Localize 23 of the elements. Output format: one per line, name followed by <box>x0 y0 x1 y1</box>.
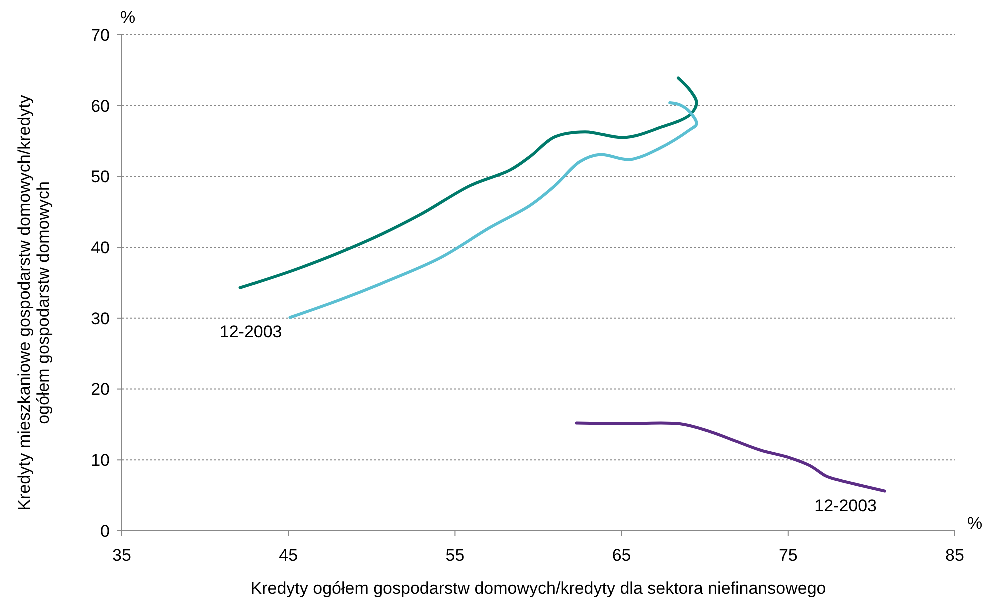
x-tick-label: 65 <box>612 546 632 565</box>
y-tick-label: 10 <box>91 451 110 470</box>
text: % <box>967 514 983 533</box>
annotation: 12-2003 <box>814 496 878 516</box>
x-tick-label: 35 <box>112 546 132 565</box>
x-tick-label: 55 <box>446 546 465 565</box>
y-axis-title: Kredyty mieszkaniowe gospodarstw domowych/kredyty ogółem gospodarstw domowych <box>15 94 53 511</box>
y-tick-label: 70 <box>91 26 110 45</box>
y-tick-label: 30 <box>91 309 110 328</box>
y-tick-label: 20 <box>91 380 110 400</box>
x-axis-title: Kredyty ogółem gospodarstw domowych/kredyty dla sektora niefinansowego <box>250 579 826 598</box>
x-tick-label: 75 <box>778 546 798 565</box>
y-tick-label: 60 <box>91 96 110 116</box>
line-series <box>238 76 698 290</box>
x-tick-label: 45 <box>279 546 298 565</box>
y-tick-label: 50 <box>91 168 110 187</box>
x-tick-label: 85 <box>946 546 964 565</box>
y-tick-label: 40 <box>91 238 110 258</box>
annotation: 12-2003 <box>220 322 282 342</box>
text: % <box>120 8 136 27</box>
line-series <box>575 422 887 493</box>
line-series <box>288 102 698 320</box>
y-tick-label: 0 <box>100 522 110 541</box>
